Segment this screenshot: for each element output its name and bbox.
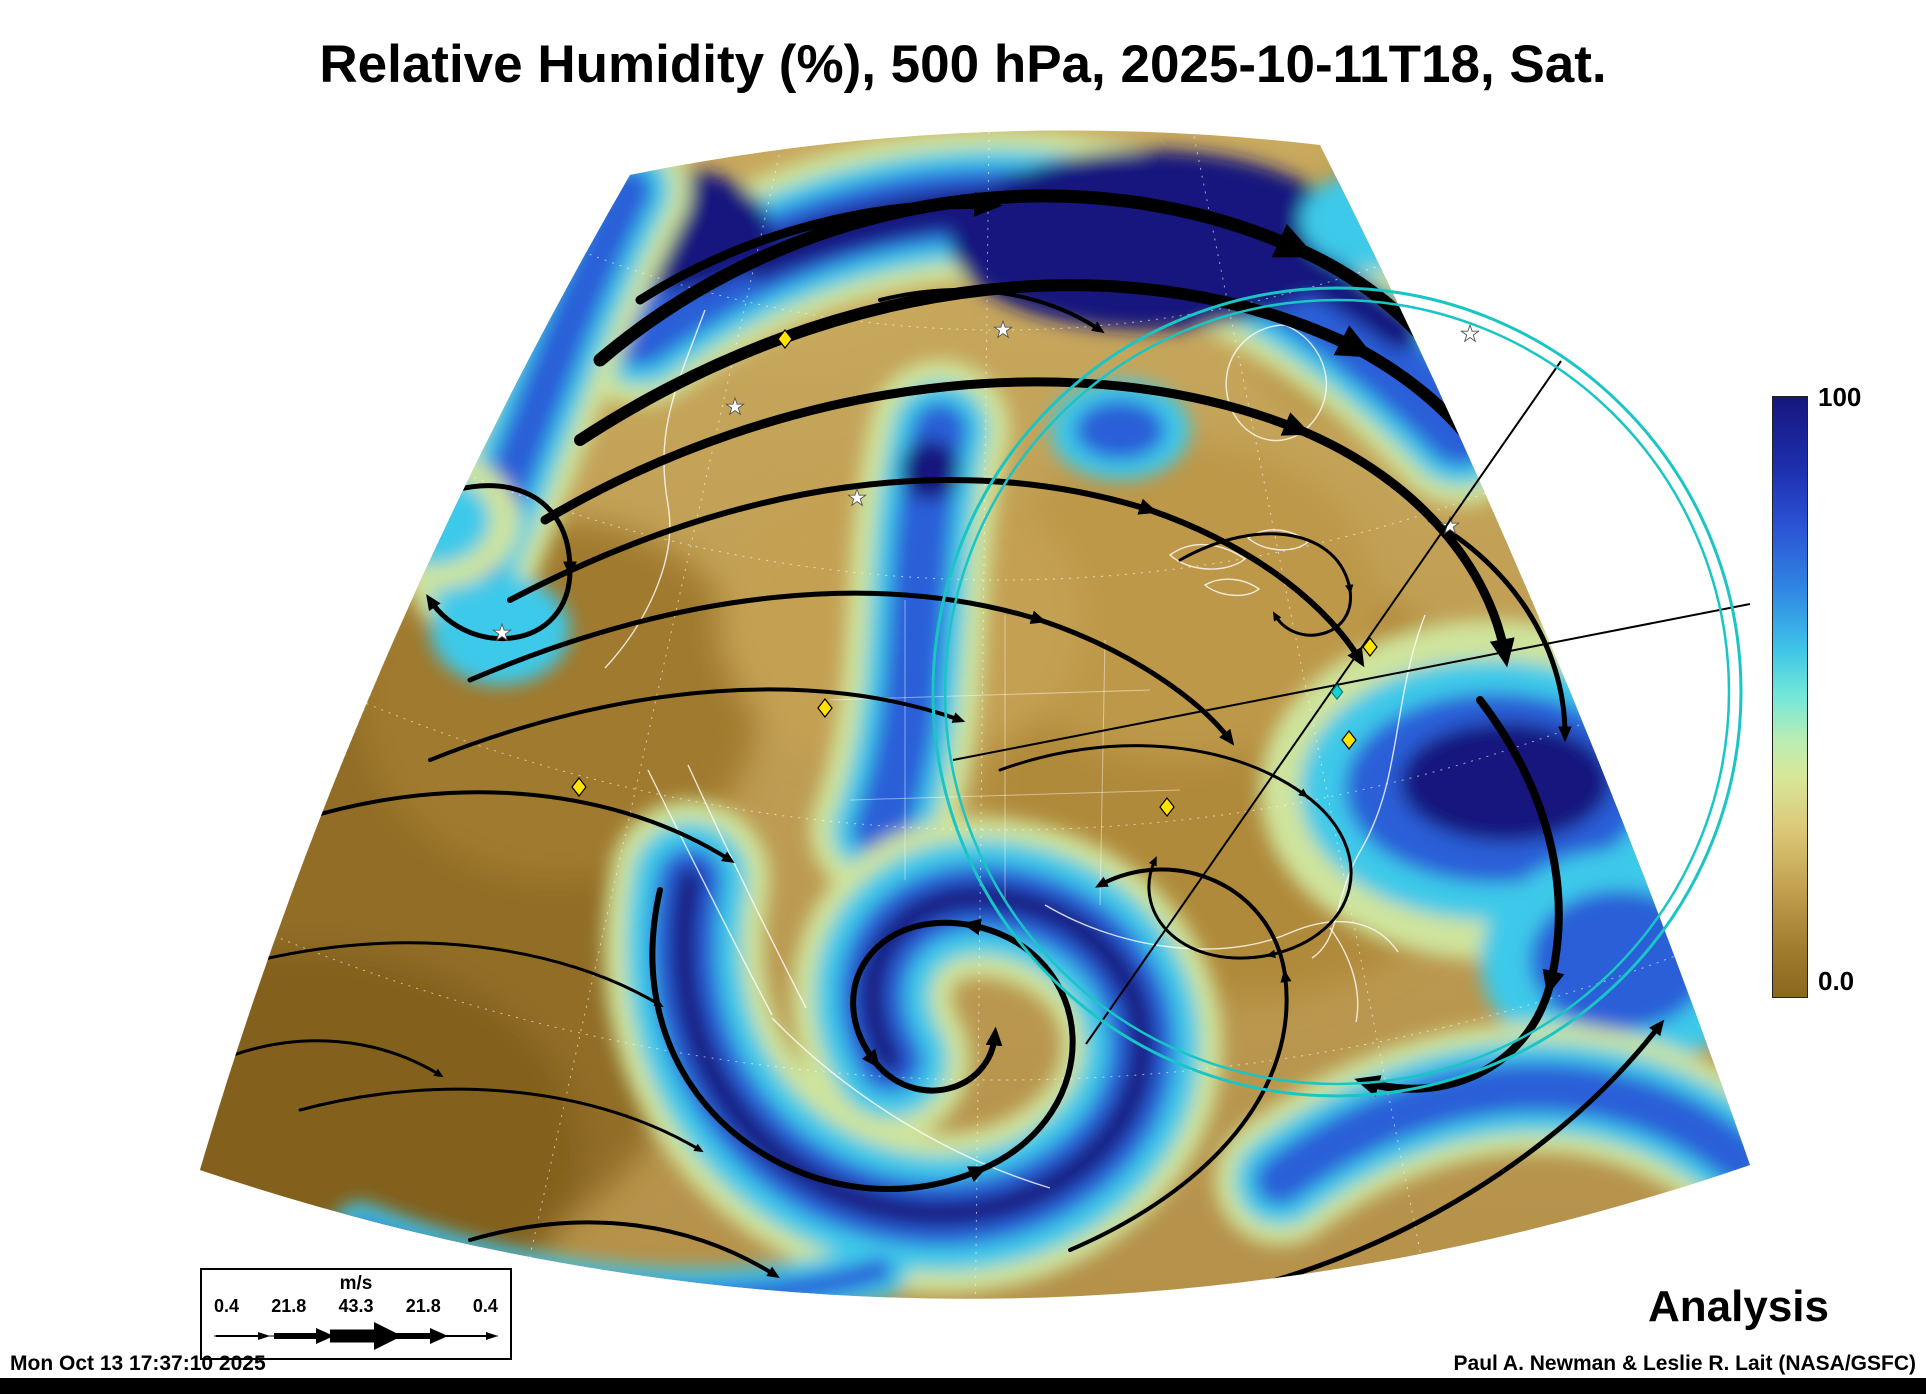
city-star-icon: [1460, 324, 1480, 342]
streamline: [1354, 696, 1565, 1097]
range-circle: [931, 286, 1743, 1098]
crosshair-line: [952, 603, 1751, 761]
streamline: [387, 483, 578, 642]
colorbar: [1772, 396, 1808, 998]
streamline: [218, 1039, 444, 1078]
streamline: [635, 191, 1003, 305]
streamline: [540, 377, 1515, 668]
legend-value: 0.4: [472, 1296, 498, 1316]
colorbar-max-label: 100: [1818, 382, 1862, 412]
legend-arrow-scale: [214, 1322, 498, 1350]
arrowhead-icon: [316, 1328, 334, 1344]
range-circle: [943, 298, 1731, 1086]
map-fan: [200, 130, 1751, 1299]
streamline: [468, 1220, 780, 1278]
legend-value: 21.8: [271, 1296, 307, 1316]
arrowhead-icon: [430, 1328, 448, 1344]
streamline: [258, 941, 664, 1008]
streamline: [878, 288, 1105, 334]
footer-credit: Paul A. Newman & Leslie R. Lait (NASA/GS…: [1453, 1352, 1916, 1375]
colorbar-min-label: 0.0: [1818, 966, 1855, 996]
streamline: [428, 687, 966, 762]
streamline: [1427, 517, 1572, 742]
arrowhead-icon: [486, 1332, 498, 1340]
legend-values-row: 0.4 21.8 43.3 21.8 0.4: [202, 1296, 510, 1317]
crosshair-line: [1085, 360, 1562, 1045]
humidity-field: [200, 130, 1750, 1299]
bottom-bar: [0, 1378, 1926, 1394]
page-title: Relative Humidity (%), 500 hPa, 2025-10-…: [319, 35, 1607, 94]
arrowhead-icon: [258, 1332, 270, 1340]
streamline: [998, 744, 1353, 960]
streamline: [1178, 532, 1354, 637]
legend-value: 21.8: [405, 1296, 441, 1316]
streamline: [1237, 1019, 1665, 1293]
legend-unit-label: m/s: [339, 1273, 373, 1294]
range-circle-overlay: [931, 286, 1751, 1098]
footer-timestamp: Mon Oct 13 17:37:10 2025: [10, 1352, 266, 1375]
legend-value: 43.3: [338, 1296, 374, 1316]
legend-value: 0.4: [214, 1296, 240, 1316]
streamline: [467, 590, 1235, 746]
streamline: [298, 1087, 704, 1153]
analysis-label: Analysis: [1648, 1282, 1829, 1331]
wind-speed-legend: m/s 0.4 21.8 43.3 21.8 0.4: [200, 1268, 512, 1360]
streamline: [298, 790, 735, 864]
